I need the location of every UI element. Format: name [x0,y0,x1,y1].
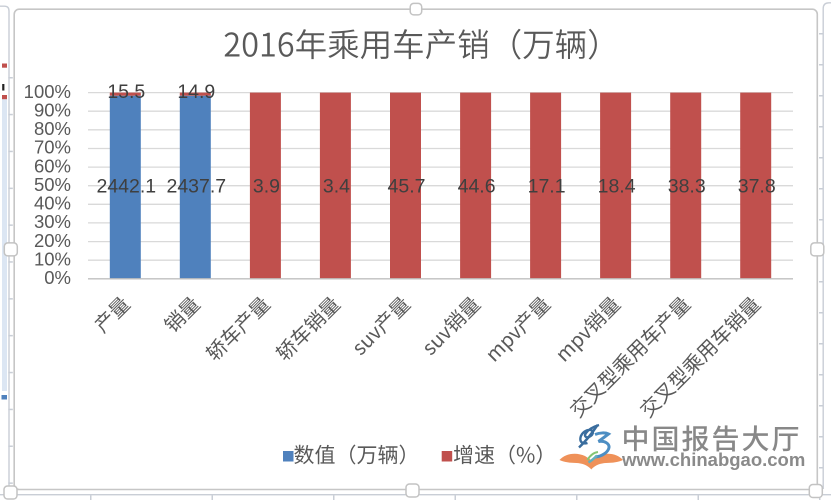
svg-text:44.6: 44.6 [458,176,496,198]
svg-text:2442.1: 2442.1 [96,176,156,198]
svg-text:17.1: 17.1 [528,176,566,198]
svg-text:50%: 50% [34,174,71,195]
svg-text:3.9: 3.9 [253,176,280,198]
svg-text:3.4: 3.4 [323,176,350,198]
svg-text:18.4: 18.4 [598,176,636,198]
svg-text:2437.7: 2437.7 [166,176,226,198]
svg-text:37.8: 37.8 [738,176,776,198]
svg-text:www.chinabgao.com: www.chinabgao.com [621,449,805,470]
svg-text:20%: 20% [34,230,71,251]
svg-text:100%: 100% [24,81,71,102]
svg-text:14.9: 14.9 [177,81,215,103]
svg-text:30%: 30% [34,211,71,232]
svg-text:40%: 40% [34,193,71,214]
svg-text:38.3: 38.3 [668,176,706,198]
svg-text:10%: 10% [34,248,71,269]
svg-text:70%: 70% [34,137,71,158]
svg-text:80%: 80% [34,118,71,139]
svg-text:60%: 60% [34,155,71,176]
svg-text:90%: 90% [34,99,71,120]
svg-text:0%: 0% [44,267,71,288]
svg-text:45.7: 45.7 [388,176,426,198]
svg-text:15.5: 15.5 [107,81,145,103]
